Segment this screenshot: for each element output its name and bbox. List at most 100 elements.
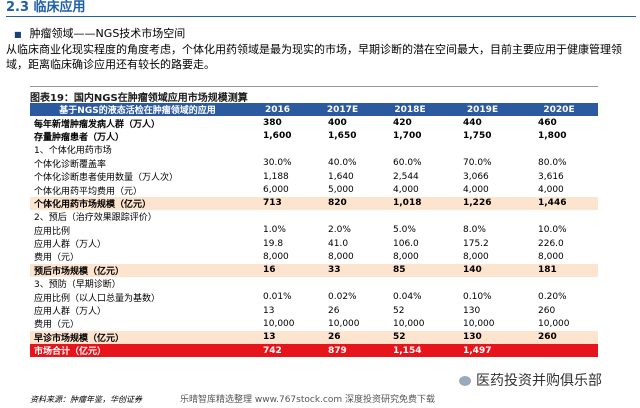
- column-header: 2017E: [310, 103, 375, 117]
- cell: 1,018: [375, 196, 445, 211]
- row-label: 个体化诊断覆盖率: [34, 159, 107, 170]
- cell: 10,000: [263, 318, 295, 329]
- cell: 60.0%: [393, 158, 422, 169]
- watermark: 乐晴智库精选整理 www.767stock.com 深度投资研究免费下载: [180, 395, 435, 405]
- cell: 30.0%: [263, 158, 292, 169]
- empty-cell: [520, 277, 598, 290]
- cell: 85: [375, 263, 445, 278]
- cell: 5.0%: [393, 225, 416, 236]
- row-label: 市场合计（亿元）: [30, 344, 245, 358]
- table-row: 费用（元） 10,000 10,000 10,000 10,000 10,000: [30, 317, 598, 331]
- cell: 0.01%: [263, 292, 292, 303]
- row-label: 1、个体化用药市场: [34, 146, 112, 157]
- cell: 33: [310, 263, 375, 278]
- cell: 8,000: [538, 251, 564, 262]
- bullet-text: 肿瘤领域——NGS技术市场空间: [29, 27, 186, 40]
- cell: 6,000: [263, 185, 289, 196]
- cell: 16: [245, 263, 310, 278]
- cell: 8,000: [328, 251, 354, 262]
- row-label: 个体化用药市场规模（亿元）: [30, 196, 245, 211]
- cell: 181: [520, 263, 598, 278]
- cell: 420: [393, 118, 412, 129]
- cell: 4,000: [538, 185, 564, 196]
- source: 资料来源：肿瘤年鉴，华创证券: [30, 395, 142, 404]
- table-row: 市场合计（亿元） 742 879 1,154 1,497: [30, 344, 598, 358]
- table-row: 个体化用药平均费用（元） 6,000 5,000 4,000 4,000 4,000: [30, 183, 598, 197]
- row-label: 应用比例: [34, 226, 71, 237]
- cell: 226.0: [538, 238, 564, 249]
- cell: 175.2: [463, 238, 489, 249]
- row-label: 存量肿瘤患者（万人）: [34, 132, 125, 143]
- cell: 0.20%: [538, 292, 567, 303]
- cell: 1,226: [445, 196, 520, 211]
- table-row: 存量肿瘤患者（万人） 1,600 1,650 1,700 1,750 1,800: [30, 130, 598, 143]
- cell: 5,000: [328, 185, 354, 196]
- column-header: 2019E: [445, 103, 520, 117]
- table-row: 2、预后（治疗效果跟踪评价）: [30, 210, 598, 223]
- cell: 2.0%: [328, 225, 351, 236]
- row-label: 费用（元）: [34, 253, 80, 264]
- cell: 10,000: [463, 318, 495, 329]
- table-row: 应用人群（万人） 19.8 41.0 106.0 175.2 226.0: [30, 237, 598, 251]
- section-heading: 2.3 临床应用: [6, 0, 636, 17]
- table-row: 1、个体化用药市场: [30, 143, 598, 156]
- cell: 1,600: [263, 131, 292, 142]
- cell: 1,446: [520, 196, 598, 211]
- cell: 52: [393, 305, 405, 316]
- cell: 70.0%: [463, 158, 492, 169]
- empty-cell: [375, 143, 445, 156]
- cell: 130: [463, 305, 481, 316]
- cell: 8,000: [463, 251, 489, 262]
- empty-cell: [445, 210, 520, 223]
- cell: 140: [445, 263, 520, 278]
- column-header: 基于NGS的液态活检在肿瘤领域的应用: [30, 103, 245, 117]
- cell: 26: [310, 330, 375, 345]
- table-row: 3、预防（早期诊断）: [30, 277, 598, 290]
- cell: 8.0%: [463, 225, 486, 236]
- cell: 19.8: [263, 238, 284, 249]
- cell: 10,000: [393, 318, 425, 329]
- table-row: 应用人群（万人） 13 26 52 130 260: [30, 304, 598, 318]
- cell: 260: [538, 305, 556, 316]
- header-row: 基于NGS的液态活检在肿瘤领域的应用 2016 2017E 2018E 2019E 202…: [30, 103, 598, 117]
- cell: 130: [445, 330, 520, 345]
- data-table: 基于NGS的液态活检在肿瘤领域的应用 2016 2017E 2018E 2019E 202…: [30, 103, 598, 358]
- cell: 820: [310, 196, 375, 211]
- paragraph: 从临床商业化现实程度的角度考虑，个体化用药领域是最为现实的市场，早期诊断的潜在空…: [6, 43, 622, 71]
- cell: 1,188: [263, 171, 289, 182]
- cell: 40.0%: [328, 158, 357, 169]
- cell: 4,000: [393, 185, 419, 196]
- cell: 8,000: [393, 251, 419, 262]
- column-header: 2018E: [375, 103, 445, 117]
- empty-cell: [245, 277, 310, 290]
- cell: 1,800: [538, 131, 567, 142]
- column-header: 2020E: [520, 103, 598, 117]
- cell: 1,650: [328, 131, 357, 142]
- row-label: 2、预后（治疗效果跟踪评价）: [34, 213, 157, 224]
- cell: 380: [263, 118, 282, 129]
- cell: 713: [245, 196, 310, 211]
- row-label: 个体化诊断患者使用数量（万人次）: [34, 173, 179, 184]
- cell: 3,616: [538, 171, 564, 182]
- table-row: 个体化用药市场规模（亿元） 713 820 1,018 1,226 1,446: [30, 196, 598, 211]
- row-label: 应用人群（万人）: [34, 307, 107, 318]
- cell: 106.0: [393, 238, 419, 249]
- bullet: ■ 肿瘤领域——NGS技术市场空间: [14, 27, 186, 40]
- cell: 10.0%: [538, 225, 567, 236]
- empty-cell: [245, 210, 310, 223]
- cell: 440: [463, 118, 482, 129]
- cell: 2,544: [393, 171, 419, 182]
- cell: 400: [328, 118, 347, 129]
- cell: 742: [245, 344, 310, 358]
- cell: 260: [520, 330, 598, 345]
- cell: 13: [263, 305, 275, 316]
- cell: 52: [375, 330, 445, 345]
- cell: 0.10%: [463, 292, 492, 303]
- table-row: 应用比例 1.0% 2.0% 5.0% 8.0% 10.0%: [30, 224, 598, 237]
- cell: 879: [310, 344, 375, 358]
- row-label: 3、预防（早期诊断）: [34, 280, 121, 291]
- cell: 26: [328, 305, 340, 316]
- empty-cell: [310, 143, 375, 156]
- badge-text: 医药投资并购俱乐部: [476, 373, 602, 389]
- cell: 80.0%: [538, 158, 567, 169]
